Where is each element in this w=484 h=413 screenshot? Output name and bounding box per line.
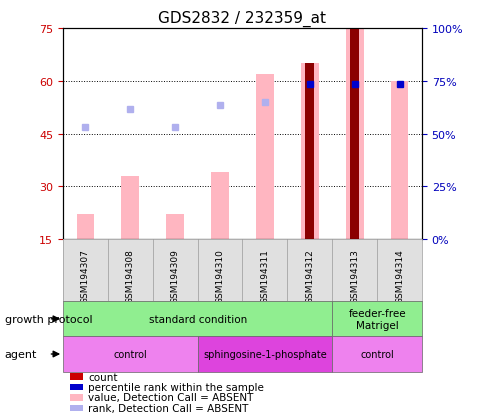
Bar <box>390 82 408 240</box>
Bar <box>211 173 228 240</box>
Bar <box>76 215 94 240</box>
Text: GSM194310: GSM194310 <box>215 249 224 304</box>
Bar <box>332 337 421 372</box>
Text: GSM194312: GSM194312 <box>304 249 314 304</box>
Text: sphingosine-1-phosphate: sphingosine-1-phosphate <box>203 349 326 359</box>
Text: agent: agent <box>5 349 37 359</box>
Text: GDS2832 / 232359_at: GDS2832 / 232359_at <box>158 10 326 26</box>
Text: GSM194313: GSM194313 <box>349 249 359 304</box>
Text: feeder-free
Matrigel: feeder-free Matrigel <box>348 308 405 330</box>
Bar <box>345 29 363 240</box>
Bar <box>349 29 358 240</box>
Text: growth protocol: growth protocol <box>5 314 92 324</box>
Bar <box>304 64 314 240</box>
Bar <box>332 301 421 337</box>
Text: GSM194311: GSM194311 <box>260 249 269 304</box>
Text: control: control <box>360 349 393 359</box>
Bar <box>300 64 318 240</box>
Bar <box>70 373 83 380</box>
Text: percentile rank within the sample: percentile rank within the sample <box>88 382 263 392</box>
Text: GSM194309: GSM194309 <box>170 249 180 304</box>
Text: rank, Detection Call = ABSENT: rank, Detection Call = ABSENT <box>88 403 248 413</box>
Bar <box>197 337 332 372</box>
Bar <box>70 384 83 391</box>
Text: GSM194307: GSM194307 <box>81 249 90 304</box>
Bar <box>256 75 273 240</box>
Text: control: control <box>113 349 147 359</box>
Bar <box>70 405 83 411</box>
Bar <box>63 337 197 372</box>
Text: value, Detection Call = ABSENT: value, Detection Call = ABSENT <box>88 392 253 403</box>
Text: GSM194314: GSM194314 <box>394 249 403 304</box>
Text: GSM194308: GSM194308 <box>125 249 135 304</box>
Bar <box>166 215 184 240</box>
Bar <box>63 301 332 337</box>
Bar <box>70 394 83 401</box>
Text: standard condition: standard condition <box>148 314 246 324</box>
Bar <box>121 176 139 240</box>
Text: count: count <box>88 372 118 382</box>
